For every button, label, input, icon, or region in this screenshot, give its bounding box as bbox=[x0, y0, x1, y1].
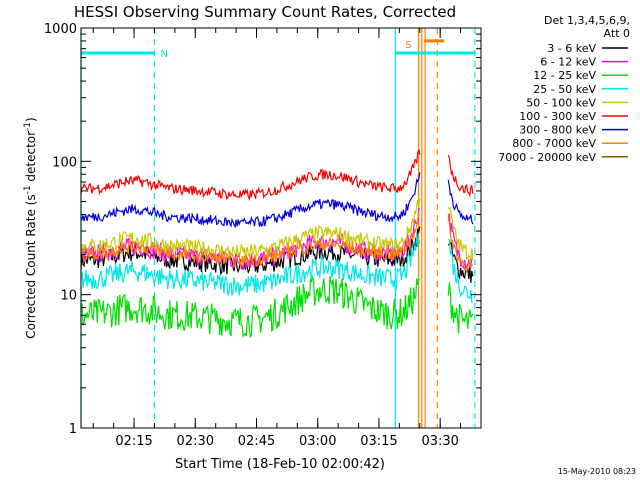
series-line-4 bbox=[80, 198, 421, 260]
series-line-5 bbox=[80, 149, 421, 202]
observing-bar-label: S bbox=[405, 40, 411, 51]
x-tick-label: 02:15 bbox=[115, 434, 152, 449]
plot-frame bbox=[80, 27, 482, 429]
legend-label: 300 - 800 keV bbox=[519, 124, 596, 137]
legend-label: 50 - 100 keV bbox=[526, 96, 596, 109]
y-tick-label: 1 bbox=[69, 422, 77, 437]
series-line-3 bbox=[80, 232, 421, 298]
y-tick-label: 100 bbox=[52, 155, 77, 170]
legend-label: 7000 - 20000 keV bbox=[498, 151, 596, 164]
series-line-7 bbox=[80, 212, 421, 269]
series-line-7 bbox=[447, 213, 473, 274]
legend-label: 12 - 25 keV bbox=[533, 69, 596, 82]
x-axis-label: Start Time (18-Feb-10 02:00:42) bbox=[175, 457, 385, 472]
y-tick-label: 1000 bbox=[44, 22, 77, 37]
series-line-3 bbox=[448, 238, 473, 303]
x-tick-label: 02:45 bbox=[238, 434, 275, 449]
chart-title: HESSI Observing Summary Count Rates, Cor… bbox=[74, 3, 456, 21]
series-line-4 bbox=[447, 206, 474, 262]
y-axis-label: Corrected Count Rate (s-1 detector-1) bbox=[23, 117, 38, 338]
series-line-6 bbox=[447, 179, 474, 225]
legend-header: Att 0 bbox=[604, 27, 630, 40]
legend-label: 800 - 7000 keV bbox=[512, 137, 596, 150]
x-tick-label: 03:00 bbox=[299, 434, 336, 449]
legend-label: 100 - 300 keV bbox=[519, 110, 596, 123]
series-line-5 bbox=[447, 154, 474, 198]
series-line-6 bbox=[80, 172, 421, 229]
x-tick-label: 02:30 bbox=[177, 434, 214, 449]
legend-label: 6 - 12 keV bbox=[540, 56, 596, 69]
observing-bar-label: N bbox=[160, 49, 167, 60]
legend-header: Det 1,3,4,5,6,9, bbox=[544, 14, 630, 27]
x-axis: 02:15 02:30 02:45 03:00 03:15 03:30 bbox=[92, 28, 462, 449]
x-tick-label: 03:30 bbox=[421, 434, 458, 449]
y-tick-label: 10 bbox=[60, 289, 77, 304]
series-line-2 bbox=[80, 275, 421, 338]
series-line-1 bbox=[447, 213, 474, 270]
plot-area: NS bbox=[80, 28, 476, 428]
series-line-2 bbox=[447, 282, 474, 334]
y-axis: 1 10 100 1000 bbox=[44, 22, 481, 437]
legend-label: 25 - 50 keV bbox=[533, 83, 596, 96]
legend-label: 3 - 6 keV bbox=[547, 42, 596, 55]
x-tick-label: 03:15 bbox=[360, 434, 397, 449]
footer-date: 15-May-2010 08:23 bbox=[558, 467, 636, 476]
